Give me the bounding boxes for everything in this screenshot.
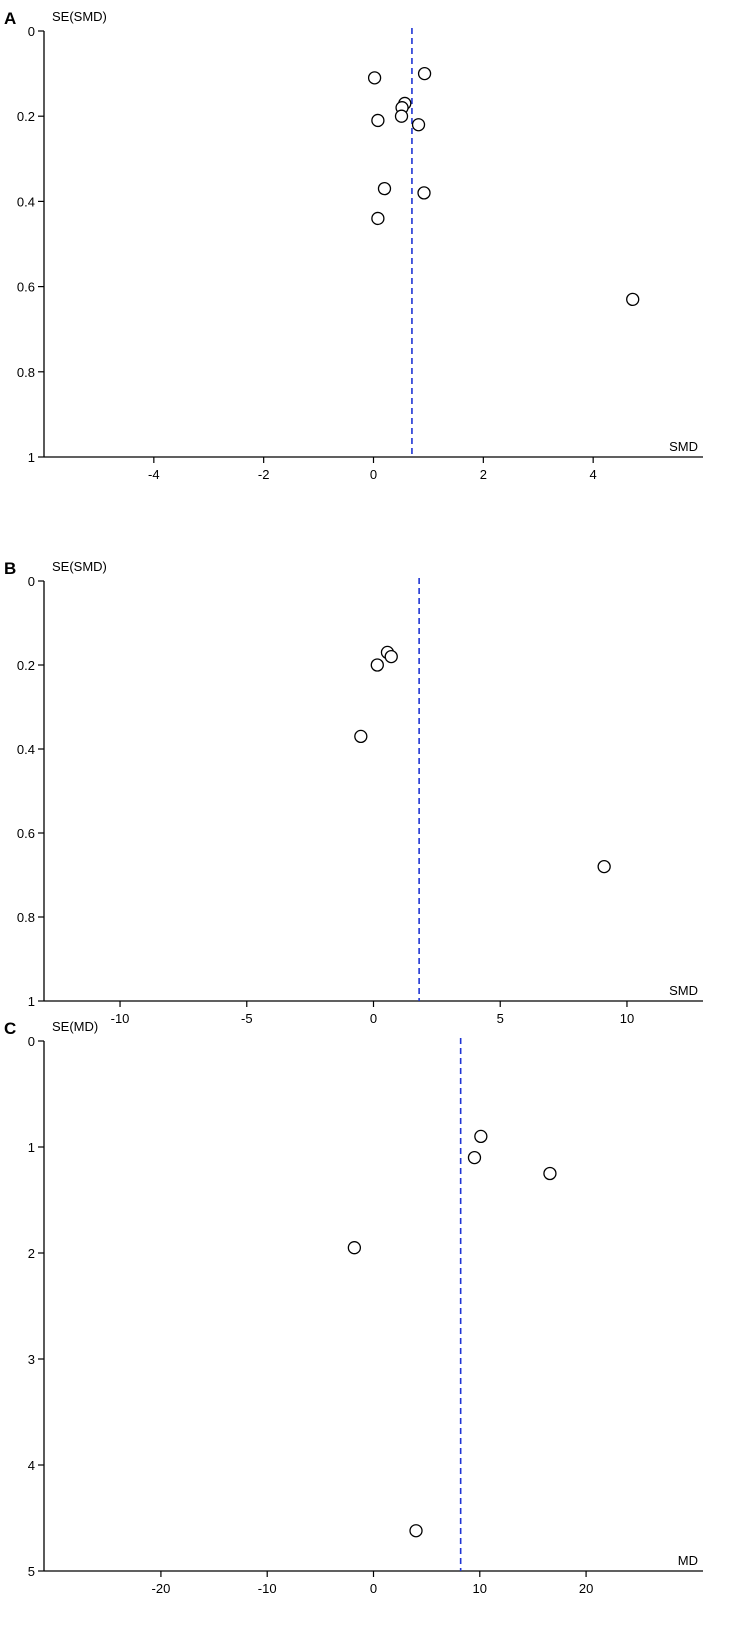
y-tick-label: 0.4 (17, 194, 35, 209)
y-tick-label: 1 (28, 450, 35, 465)
study-point (377, 181, 392, 196)
y-tick-label: 0 (28, 574, 35, 589)
x-tick-label: 10 (620, 1011, 634, 1026)
y-tick-label: 0 (28, 24, 35, 39)
x-tick-label: -10 (111, 1011, 130, 1026)
x-tick-label: -4 (148, 467, 160, 482)
y-axis-title: SE(MD) (52, 1019, 98, 1034)
y-tick-label: 4 (28, 1458, 35, 1473)
study-point (543, 1166, 557, 1181)
x-tick-label: 0 (370, 467, 377, 482)
x-tick-label: 5 (497, 1011, 504, 1026)
y-axis-title: SE(SMD) (52, 559, 107, 574)
x-tick-label: 4 (590, 467, 597, 482)
panel-letter: B (4, 559, 16, 578)
study-point (371, 211, 385, 226)
x-axis-title: MD (678, 1553, 698, 1568)
study-point (371, 113, 385, 128)
y-tick-label: 5 (28, 1564, 35, 1579)
study-point (474, 1129, 488, 1144)
y-tick-label: 0.2 (17, 109, 35, 124)
study-point (597, 859, 611, 874)
y-axis-title: SE(SMD) (52, 9, 107, 24)
study-point (384, 649, 398, 664)
study-point (626, 292, 640, 307)
y-tick-label: 0 (28, 1034, 35, 1049)
study-point (467, 1150, 482, 1165)
y-tick-label: 1 (28, 994, 35, 1009)
x-tick-label: -5 (241, 1011, 253, 1026)
study-point (367, 71, 382, 85)
study-point (354, 729, 368, 744)
x-tick-label: 10 (473, 1581, 487, 1596)
panel-letter: C (4, 1019, 16, 1038)
y-tick-label: 2 (28, 1246, 35, 1261)
study-point (409, 1524, 423, 1538)
study-point (417, 186, 431, 200)
study-point (411, 118, 426, 132)
y-tick-label: 0.4 (17, 742, 35, 757)
x-axis-title: SMD (669, 439, 698, 454)
y-tick-label: 0.6 (17, 826, 35, 841)
study-point (394, 109, 409, 123)
study-point (370, 658, 384, 672)
x-tick-label: 2 (480, 467, 487, 482)
y-tick-label: 0.6 (17, 280, 35, 295)
x-tick-label: -20 (152, 1581, 171, 1596)
y-tick-label: 0.2 (17, 658, 35, 673)
y-tick-label: 0.8 (17, 910, 35, 925)
x-tick-label: 0 (370, 1011, 377, 1026)
study-point (347, 1241, 362, 1255)
y-tick-label: 0.8 (17, 365, 35, 380)
panel-letter: A (4, 9, 16, 28)
x-tick-label: -10 (258, 1581, 277, 1596)
x-axis-title: SMD (669, 983, 698, 998)
x-tick-label: -2 (258, 467, 270, 482)
x-tick-label: 20 (579, 1581, 593, 1596)
study-point (417, 66, 432, 81)
y-tick-label: 1 (28, 1140, 35, 1155)
y-tick-label: 3 (28, 1352, 35, 1367)
panel-a: A00.20.40.60.81-4 -2 0 2 4SE(SMD)SMD (4, 9, 703, 482)
x-tick-label: 0 (370, 1581, 377, 1596)
